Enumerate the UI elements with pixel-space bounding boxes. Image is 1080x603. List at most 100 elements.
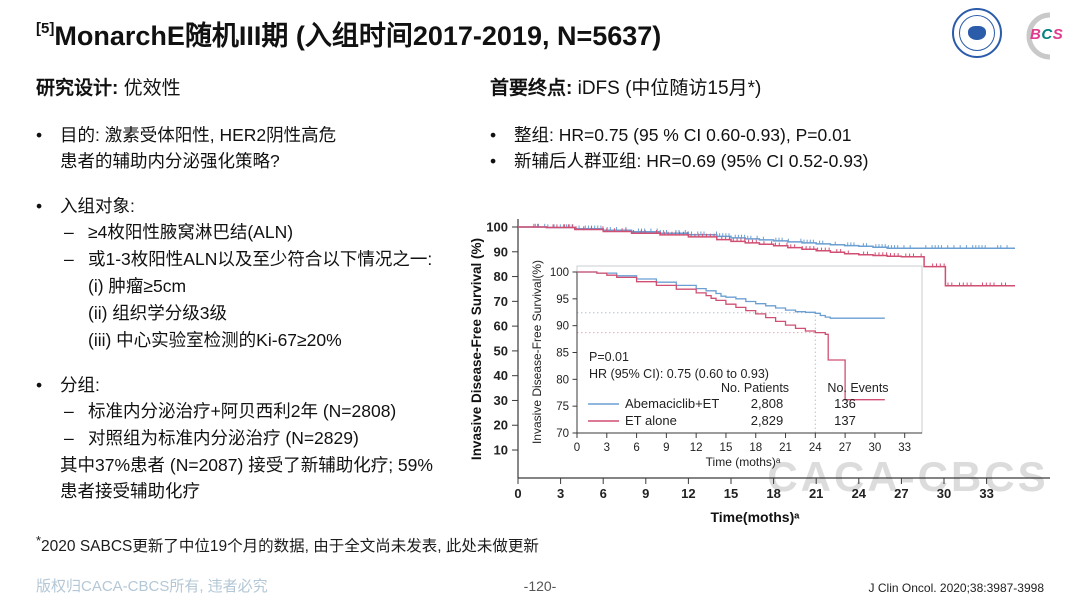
svg-text:Time(moths)ᵃ: Time(moths)ᵃ xyxy=(710,509,800,525)
group-arm-abemaciclib-text: 标准内分泌治疗+阿贝西利2年 (N=2808) xyxy=(88,401,397,421)
svg-text:12: 12 xyxy=(681,486,695,501)
svg-text:9: 9 xyxy=(642,486,649,501)
svg-text:No. Events: No. Events xyxy=(827,381,888,395)
svg-text:50: 50 xyxy=(494,343,508,358)
svg-text:15: 15 xyxy=(724,486,738,501)
bcs-letter-b: B xyxy=(1030,26,1042,43)
svg-text:6: 6 xyxy=(633,442,639,454)
sabcs-footnote: *2020 SABCS更新了中位19个月的数据, 由于全文尚未发表, 此处未做更… xyxy=(36,533,539,556)
criterion-ki67: (iii) 中心实验室检测的Ki-67≥20% xyxy=(88,330,342,350)
enrollment-criterion-aln13-text: 或1-3枚阳性ALN以及至少符合以下情况之一: xyxy=(88,249,433,269)
svg-text:P=0.01: P=0.01 xyxy=(589,350,629,364)
dash-icon: – xyxy=(64,401,74,421)
enrollment-criterion-aln4: – ≥4枚阳性腋窝淋巴结(ALN) xyxy=(36,219,496,246)
svg-text:60: 60 xyxy=(494,319,508,334)
enrollment-bullet: • 入组对象: xyxy=(36,193,496,219)
enrollment-criterion-aln13: – 或1-3枚阳性ALN以及至少符合以下情况之一: xyxy=(36,246,496,273)
svg-text:30: 30 xyxy=(869,442,882,454)
svg-text:30: 30 xyxy=(494,393,508,408)
primary-endpoint-column: 首要终点: iDFS (中位随访15月*) • 整组: HR=0.75 (95 … xyxy=(490,76,1076,174)
svg-text:33: 33 xyxy=(979,486,993,501)
study-design-column: 研究设计: 优效性 • 目的: 激素受体阳性, HER2阴性高危 患者的辅助内分… xyxy=(36,76,496,504)
criterion-tumor-size: (i) 肿瘤≥5cm xyxy=(88,276,187,296)
svg-text:100: 100 xyxy=(550,267,569,279)
title-citation-superscript: [5] xyxy=(36,20,55,37)
legend: No. Patients No. Events Abemaciclib+ET 2,80… xyxy=(588,381,889,428)
bullet-icon: • xyxy=(490,151,497,171)
bcs-letter-s: S xyxy=(1052,26,1064,43)
svg-text:70: 70 xyxy=(556,428,569,440)
overall-hr-bullet: • 整组: HR=0.75 (95 % CI 0.60-0.93), P=0.0… xyxy=(490,122,1076,148)
group-arm-control-text: 对照组为标准内分泌治疗 (N=2829) xyxy=(88,428,359,448)
svg-text:HR (95% CI): 0.75 (0.60 to 0.9: HR (95% CI): 0.75 (0.60 to 0.93) xyxy=(589,367,769,381)
caca-logo xyxy=(952,8,1002,58)
svg-text:90: 90 xyxy=(556,321,569,333)
svg-text:24: 24 xyxy=(852,486,867,501)
criterion-grade: (ii) 组织学分级3级 xyxy=(88,303,228,323)
svg-text:75: 75 xyxy=(556,401,569,413)
objective-line2: 患者的辅助内分泌强化策略? xyxy=(60,151,280,171)
neoadjuvant-subgroup-text: 新辅后人群亚组: HR=0.69 (95% CI 0.52-0.93) xyxy=(514,151,869,171)
objective-line1: 目的: 激素受体阳性, HER2阴性高危 xyxy=(60,125,337,145)
svg-text:137: 137 xyxy=(834,413,856,428)
svg-text:24: 24 xyxy=(809,442,822,454)
svg-text:15: 15 xyxy=(720,442,733,454)
svg-text:20: 20 xyxy=(494,418,508,433)
primary-endpoint-heading: 首要终点: iDFS (中位随访15月*) xyxy=(490,76,1076,102)
primary-endpoint-heading-normal: iDFS (中位随访15月*) xyxy=(572,78,762,99)
svg-text:0: 0 xyxy=(574,442,580,454)
dash-icon: – xyxy=(64,249,74,269)
study-design-heading-normal: 优效性 xyxy=(118,78,181,99)
svg-text:Time (moths)ᵃ: Time (moths)ᵃ xyxy=(706,455,781,469)
overall-hr-text: 整组: HR=0.75 (95 % CI 0.60-0.93), P=0.01 xyxy=(514,125,852,145)
study-design-heading-bold: 研究设计: xyxy=(36,78,119,99)
objective-text: 目的: 激素受体阳性, HER2阴性高危 患者的辅助内分泌强化策略? xyxy=(60,122,336,174)
svg-text:27: 27 xyxy=(894,486,908,501)
outer-curve-et-alone xyxy=(518,226,1015,287)
svg-text:33: 33 xyxy=(898,442,911,454)
svg-text:27: 27 xyxy=(839,442,852,454)
inset-curve-abemaciclib xyxy=(577,271,885,319)
sabcs-footnote-text: 2020 SABCS更新了中位19个月的数据, 由于全文尚未发表, 此处未做更新 xyxy=(41,538,539,556)
objective-bullet: • 目的: 激素受体阳性, HER2阴性高危 患者的辅助内分泌强化策略? xyxy=(36,122,496,174)
svg-text:100: 100 xyxy=(486,220,508,235)
svg-text:21: 21 xyxy=(779,442,792,454)
svg-text:12: 12 xyxy=(690,442,703,454)
svg-text:136: 136 xyxy=(834,396,856,411)
svg-text:3: 3 xyxy=(557,486,564,501)
journal-citation: J Clin Oncol. 2020;38:3987-3998 xyxy=(868,581,1044,595)
svg-text:Abemaciclib+ET: Abemaciclib+ET xyxy=(625,396,719,411)
svg-text:2,808: 2,808 xyxy=(751,396,784,411)
svg-text:3: 3 xyxy=(604,442,610,454)
chemo-note-line2: 患者接受辅助化疗 xyxy=(60,481,200,501)
svg-text:70: 70 xyxy=(494,294,508,309)
chemo-note-line1: 其中37%患者 (N=2087) 接受了新辅助化疗; 59% xyxy=(60,455,433,475)
page-title: [5]MonarchE随机III期 (入组时间2017-2019, N=5637… xyxy=(36,14,661,53)
svg-text:80: 80 xyxy=(556,374,569,386)
group-arm-abemaciclib: – 标准内分泌治疗+阿贝西利2年 (N=2808) xyxy=(36,398,496,425)
grouping-bullet: • 分组: xyxy=(36,372,496,398)
bullet-icon: • xyxy=(36,125,43,145)
bullet-icon: • xyxy=(36,375,43,395)
svg-text:Invasive Disease-Free Survival: Invasive Disease-Free Survival (%) xyxy=(469,238,484,460)
svg-text:40: 40 xyxy=(494,368,508,383)
study-design-heading: 研究设计: 优效性 xyxy=(36,76,496,102)
neoadjuvant-subgroup-bullet: • 新辅后人群亚组: HR=0.69 (95% CI 0.52-0.93) xyxy=(490,148,1076,174)
svg-text:85: 85 xyxy=(556,348,569,360)
svg-text:2,829: 2,829 xyxy=(751,413,784,428)
bcs-logo-text: BCS xyxy=(1030,26,1063,43)
svg-text:80: 80 xyxy=(494,269,508,284)
page-number: -120- xyxy=(523,578,557,594)
bcs-crescent-icon xyxy=(1026,12,1051,60)
group-arm-control: – 对照组为标准内分泌治疗 (N=2829) xyxy=(36,425,496,452)
svg-text:95: 95 xyxy=(556,294,569,306)
primary-endpoint-heading-bold: 首要终点: xyxy=(490,78,573,99)
svg-text:9: 9 xyxy=(663,442,669,454)
enrollment-criterion-aln4-text: ≥4枚阳性腋窝淋巴结(ALN) xyxy=(88,222,294,242)
svg-text:No. Patients: No. Patients xyxy=(721,381,789,395)
footnote-asterisk: * xyxy=(36,533,42,548)
bullet-icon: • xyxy=(36,196,43,216)
inset-curve-et-alone xyxy=(577,271,885,401)
